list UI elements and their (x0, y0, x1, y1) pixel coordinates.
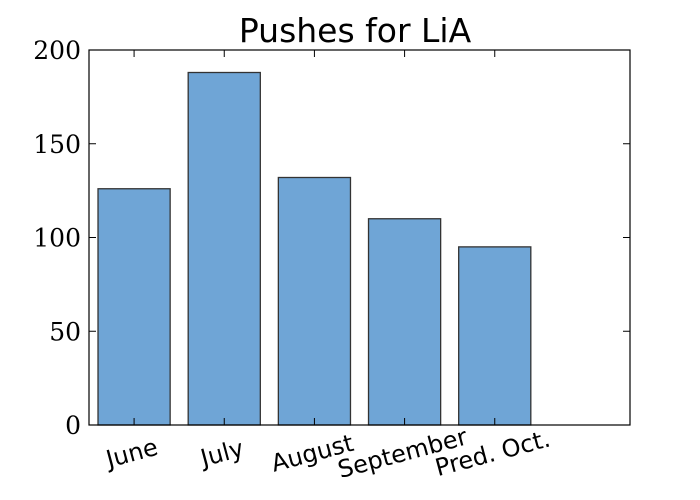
y-tick-label: 150 (33, 130, 81, 159)
y-tick-label: 50 (49, 317, 81, 346)
bar-pred-oct (458, 246, 532, 426)
bar-august (277, 176, 352, 426)
y-tick-label: 200 (33, 36, 81, 65)
y-axis: 0 50 100 150 200 (33, 36, 630, 440)
y-tick-label: 0 (65, 411, 81, 440)
bar-july (187, 71, 261, 426)
chart-title: Pushes for LiA (239, 11, 472, 50)
y-tick-label: 100 (33, 224, 81, 253)
bar-june (97, 188, 171, 426)
x-tick-label: July (196, 434, 247, 473)
bar-september (367, 218, 442, 426)
x-tick-label: June (101, 433, 161, 474)
bars-layer (97, 71, 532, 426)
